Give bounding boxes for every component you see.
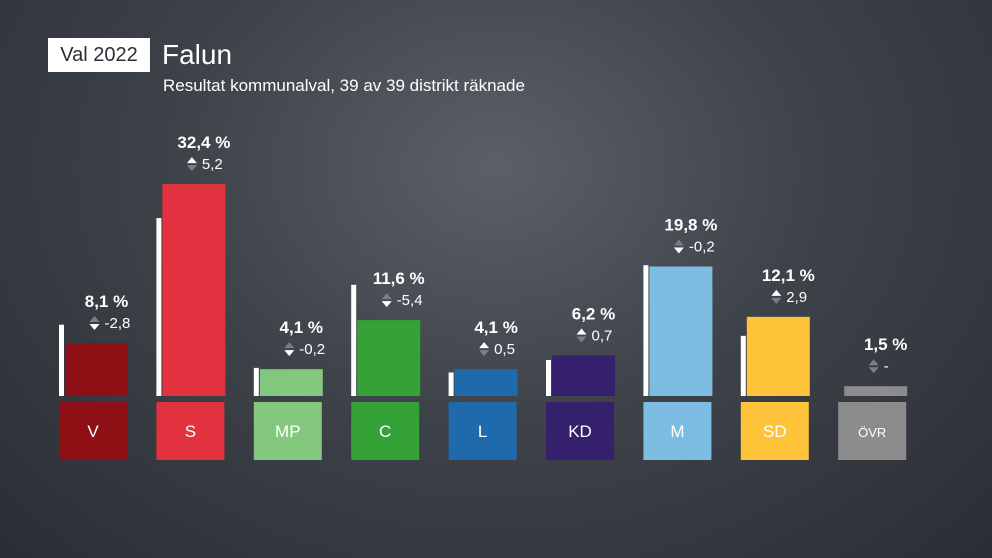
previous-result-bar-kd	[546, 360, 551, 396]
party-label-kd: KD	[568, 422, 592, 441]
party-label-box-s	[156, 402, 225, 460]
change-down-icon-sd	[771, 297, 782, 304]
bar-c	[357, 320, 421, 396]
change-label-s: 5,2	[202, 156, 223, 173]
party-label-mp: MP	[275, 422, 301, 441]
value-label-m: 19,8 %	[664, 216, 717, 235]
value-label-v: 8,1 %	[85, 292, 128, 311]
party-label-box-övr	[838, 402, 907, 460]
value-label-c: 11,6 %	[373, 269, 425, 288]
bar-m	[649, 266, 713, 396]
party-label-övr: ÖVR	[858, 425, 886, 440]
bar-l	[454, 369, 518, 396]
bar-v	[65, 343, 128, 396]
party-label-box-sd	[740, 402, 809, 460]
party-label-m: M	[670, 422, 684, 441]
change-up-icon-v	[89, 316, 100, 323]
bar-övr	[844, 386, 908, 396]
party-label-box-l	[448, 402, 517, 460]
previous-result-bar-c	[351, 284, 357, 396]
value-label-kd: 6,2 %	[572, 304, 615, 323]
change-label-c: -5,4	[397, 292, 423, 309]
change-label-övr: -	[884, 358, 889, 375]
party-label-box-m	[643, 402, 712, 460]
previous-result-bar-l	[448, 372, 454, 396]
value-label-sd: 12,1 %	[762, 266, 815, 285]
page-subtitle: Resultat kommunalval, 39 av 39 distrikt …	[163, 76, 525, 95]
change-up-icon-kd	[576, 328, 587, 335]
change-label-m: -0,2	[689, 239, 715, 256]
change-down-icon-c	[381, 301, 392, 308]
change-label-l: 0,5	[494, 341, 515, 358]
party-label-l: L	[478, 422, 487, 441]
bar-mp	[259, 369, 323, 396]
party-label-sd: SD	[763, 422, 787, 441]
previous-result-bar-v	[59, 324, 64, 396]
party-label-s: S	[185, 422, 196, 441]
change-down-icon-mp	[284, 350, 295, 357]
change-up-icon-m	[673, 239, 684, 246]
previous-result-bar-s	[156, 218, 162, 396]
change-up-icon-s	[186, 157, 197, 164]
bar-sd	[746, 316, 810, 396]
party-label-box-mp	[253, 402, 322, 460]
change-up-icon-c	[381, 293, 392, 300]
previous-result-bar-mp	[253, 367, 259, 396]
bar-kd	[552, 355, 615, 396]
change-up-icon-sd	[771, 289, 782, 296]
bar-s	[162, 184, 226, 396]
party-label-c: C	[379, 422, 391, 441]
value-label-l: 4,1 %	[474, 318, 517, 337]
change-down-icon-l	[479, 350, 490, 357]
party-label-box-c	[351, 402, 420, 460]
change-down-icon-v	[89, 324, 100, 331]
change-up-icon-mp	[284, 342, 295, 349]
previous-result-bar-sd	[740, 335, 746, 396]
value-label-s: 32,4 %	[177, 133, 230, 152]
change-label-kd: 0,7	[592, 327, 613, 344]
change-label-v: -2,8	[105, 315, 131, 332]
previous-result-bar-m	[643, 265, 649, 396]
change-down-icon-övr	[868, 367, 879, 374]
year-badge: Val 2022	[48, 38, 150, 72]
value-label-övr: 1,5 %	[864, 335, 907, 354]
page-title: Falun	[162, 39, 233, 70]
change-up-icon-övr	[868, 359, 879, 366]
party-label-box-v	[59, 402, 127, 460]
change-down-icon-s	[186, 165, 197, 172]
change-label-sd: 2,9	[786, 289, 807, 306]
value-label-mp: 4,1 %	[280, 318, 323, 337]
change-down-icon-m	[673, 247, 684, 254]
change-up-icon-l	[479, 342, 490, 349]
party-label-box-kd	[546, 402, 614, 460]
party-label-v: V	[87, 422, 99, 441]
change-down-icon-kd	[576, 336, 587, 343]
change-label-mp: -0,2	[299, 341, 325, 358]
